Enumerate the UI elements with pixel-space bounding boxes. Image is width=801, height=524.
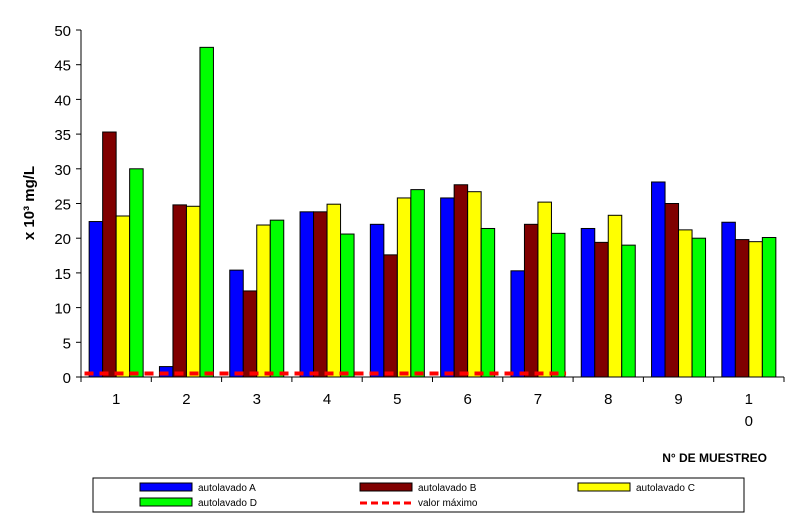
x-tick-label: 3: [253, 391, 261, 408]
x-tick-label: 4: [323, 391, 331, 408]
y-tick-label: 25: [54, 197, 71, 214]
y-tick-label: 50: [54, 23, 71, 40]
bar-autolavado-a-10: [721, 221, 736, 378]
bar-autolavado-b-10: [734, 239, 750, 378]
bar-autolavado-d-7: [550, 232, 566, 378]
bar-autolavado-a-5: [369, 223, 385, 378]
legend: autolavado A autolavado B autolavado C auto…: [92, 477, 745, 513]
y-tick-label: 40: [54, 92, 71, 109]
bar-autolavado-a-1: [88, 221, 104, 378]
bar-autolavado-d-3: [269, 219, 285, 378]
x-tick-label: 8: [604, 391, 612, 408]
bar-autolavado-b-9: [664, 203, 680, 378]
bar-autolavado-d-4: [340, 233, 355, 378]
y-tick-label: 30: [54, 162, 71, 179]
bar-autolavado-d-8: [621, 244, 636, 378]
bar-autolavado-c-10: [748, 241, 763, 378]
y-tick-label: 15: [54, 266, 71, 283]
x-tick-label: 6: [463, 391, 471, 408]
legend-swatch-1: [139, 482, 193, 492]
bar-autolavado-a-4: [299, 211, 315, 378]
bar-autolavado-c-5: [396, 197, 412, 378]
legend-swatch-4: [139, 497, 193, 507]
legend-label: valor máximo: [418, 498, 478, 509]
bar-autolavado-d-2: [199, 46, 214, 378]
legend-label: autolavado C: [636, 483, 695, 494]
y-tick-label: 0: [63, 370, 71, 387]
bar-autolavado-b-5: [383, 254, 398, 378]
bar-autolavado-d-6: [480, 227, 496, 378]
y-tick-label: 45: [54, 58, 71, 75]
bar-autolavado-c-6: [467, 191, 482, 378]
bar-autolavado-c-7: [537, 201, 552, 378]
legend-swatch-3: [577, 482, 631, 492]
x-tick-label: 7: [534, 391, 542, 408]
bar-autolavado-d-1: [129, 168, 144, 378]
bar-autolavado-c-4: [326, 203, 342, 378]
bar-autolavado-d-9: [691, 237, 707, 378]
y-tick-label: 5: [63, 335, 71, 352]
bar-autolavado-b-4: [313, 211, 328, 378]
y-tick-label: 20: [54, 231, 71, 248]
bar-autolavado-b-7: [523, 223, 539, 378]
bar-autolavado-a-7: [510, 270, 525, 378]
x-tick-label: 1: [112, 391, 120, 408]
bar-autolavado-b-2: [172, 204, 187, 378]
bar-autolavado-c-1: [115, 215, 131, 378]
y-ticks: 0 5 10 15 20 25 30 35 40 45 50: [54, 23, 81, 387]
bar-autolavado-d-5: [410, 189, 425, 378]
bar-autolavado-c-9: [678, 229, 693, 378]
legend-label: autolavado B: [418, 483, 477, 494]
bar-autolavado-a-3: [229, 269, 244, 378]
bar-autolavado-a-6: [440, 197, 455, 378]
bar-autolavado-a-8: [580, 227, 596, 378]
bar-autolavado-c-3: [256, 224, 271, 378]
x-tick-label: 2: [182, 391, 190, 408]
bar-autolavado-c-8: [607, 214, 623, 378]
x-tick-label: 5: [393, 391, 401, 408]
bar-autolavado-d-10: [761, 237, 777, 378]
y-tick-label: 35: [54, 127, 71, 144]
bar-autolavado-a-9: [651, 181, 666, 378]
legend-label: autolavado A: [198, 483, 256, 494]
bar-autolavado-c-2: [185, 205, 201, 378]
bar-autolavado-b-1: [102, 131, 117, 378]
bars-group: [88, 46, 777, 378]
x-axis-label: N° DE MUESTREO: [662, 451, 767, 465]
bar-autolavado-b-3: [242, 290, 258, 378]
x-tick-label: 9: [674, 391, 682, 408]
y-axis-label: x 10³ mg/L: [21, 166, 38, 240]
legend-label: autolavado D: [198, 498, 257, 509]
bar-autolavado-b-6: [453, 184, 469, 378]
legend-box: [92, 477, 745, 513]
bar-autolavado-b-8: [594, 241, 609, 378]
legend-swatch-2: [359, 482, 413, 492]
y-tick-label: 10: [54, 301, 71, 318]
